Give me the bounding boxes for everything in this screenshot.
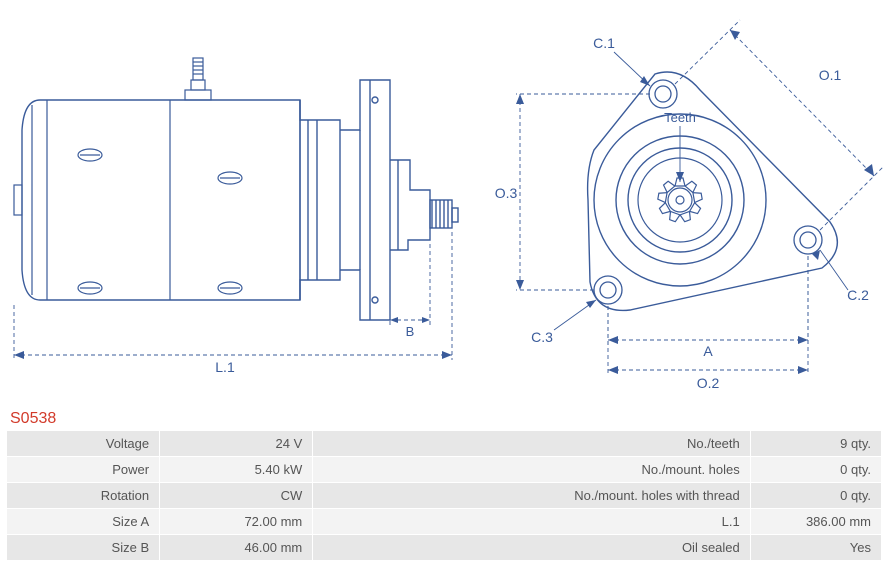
spec-label: Oil sealed [313, 535, 751, 561]
table-row: Voltage24 VNo./teeth9 qty. [7, 431, 882, 457]
technical-drawing: L.1 B [0, 0, 889, 410]
spec-value: 0 qty. [750, 483, 881, 509]
spec-value: 46.00 mm [160, 535, 313, 561]
spec-label: Rotation [7, 483, 160, 509]
spec-label: L.1 [313, 509, 751, 535]
label-C3: C.3 [531, 329, 553, 345]
table-row: Size B46.00 mmOil sealedYes [7, 535, 882, 561]
front-view-diagram: C.1 C.2 C.3 Teeth O.1 O.2 [495, 20, 884, 391]
spec-label: Size A [7, 509, 160, 535]
table-row: Power5.40 kWNo./mount. holes0 qty. [7, 457, 882, 483]
spec-value: 72.00 mm [160, 509, 313, 535]
dim-label-O2: O.2 [697, 375, 720, 391]
spec-value: 9 qty. [750, 431, 881, 457]
spec-label: Voltage [7, 431, 160, 457]
side-view-diagram: L.1 B [14, 58, 458, 375]
spec-label: No./mount. holes with thread [313, 483, 751, 509]
table-row: Size A72.00 mmL.1386.00 mm [7, 509, 882, 535]
spec-label: No./teeth [313, 431, 751, 457]
spec-value: 5.40 kW [160, 457, 313, 483]
dim-label-O1: O.1 [819, 67, 842, 83]
spec-label: No./mount. holes [313, 457, 751, 483]
label-C1: C.1 [593, 35, 615, 51]
dim-label-B: B [406, 324, 415, 339]
spec-label: Size B [7, 535, 160, 561]
dim-label-O3: O.3 [495, 185, 518, 201]
table-row: RotationCWNo./mount. holes with thread0 … [7, 483, 882, 509]
label-C2: C.2 [847, 287, 869, 303]
part-number: S0538 [10, 410, 56, 428]
label-teeth: Teeth [664, 110, 696, 125]
spec-value: 24 V [160, 431, 313, 457]
spec-table: Voltage24 VNo./teeth9 qty.Power5.40 kWNo… [6, 430, 882, 561]
spec-value: CW [160, 483, 313, 509]
dim-label-L1: L.1 [215, 359, 235, 375]
spec-value: Yes [750, 535, 881, 561]
spec-label: Power [7, 457, 160, 483]
dim-label-A: A [703, 343, 713, 359]
spec-value: 386.00 mm [750, 509, 881, 535]
spec-value: 0 qty. [750, 457, 881, 483]
